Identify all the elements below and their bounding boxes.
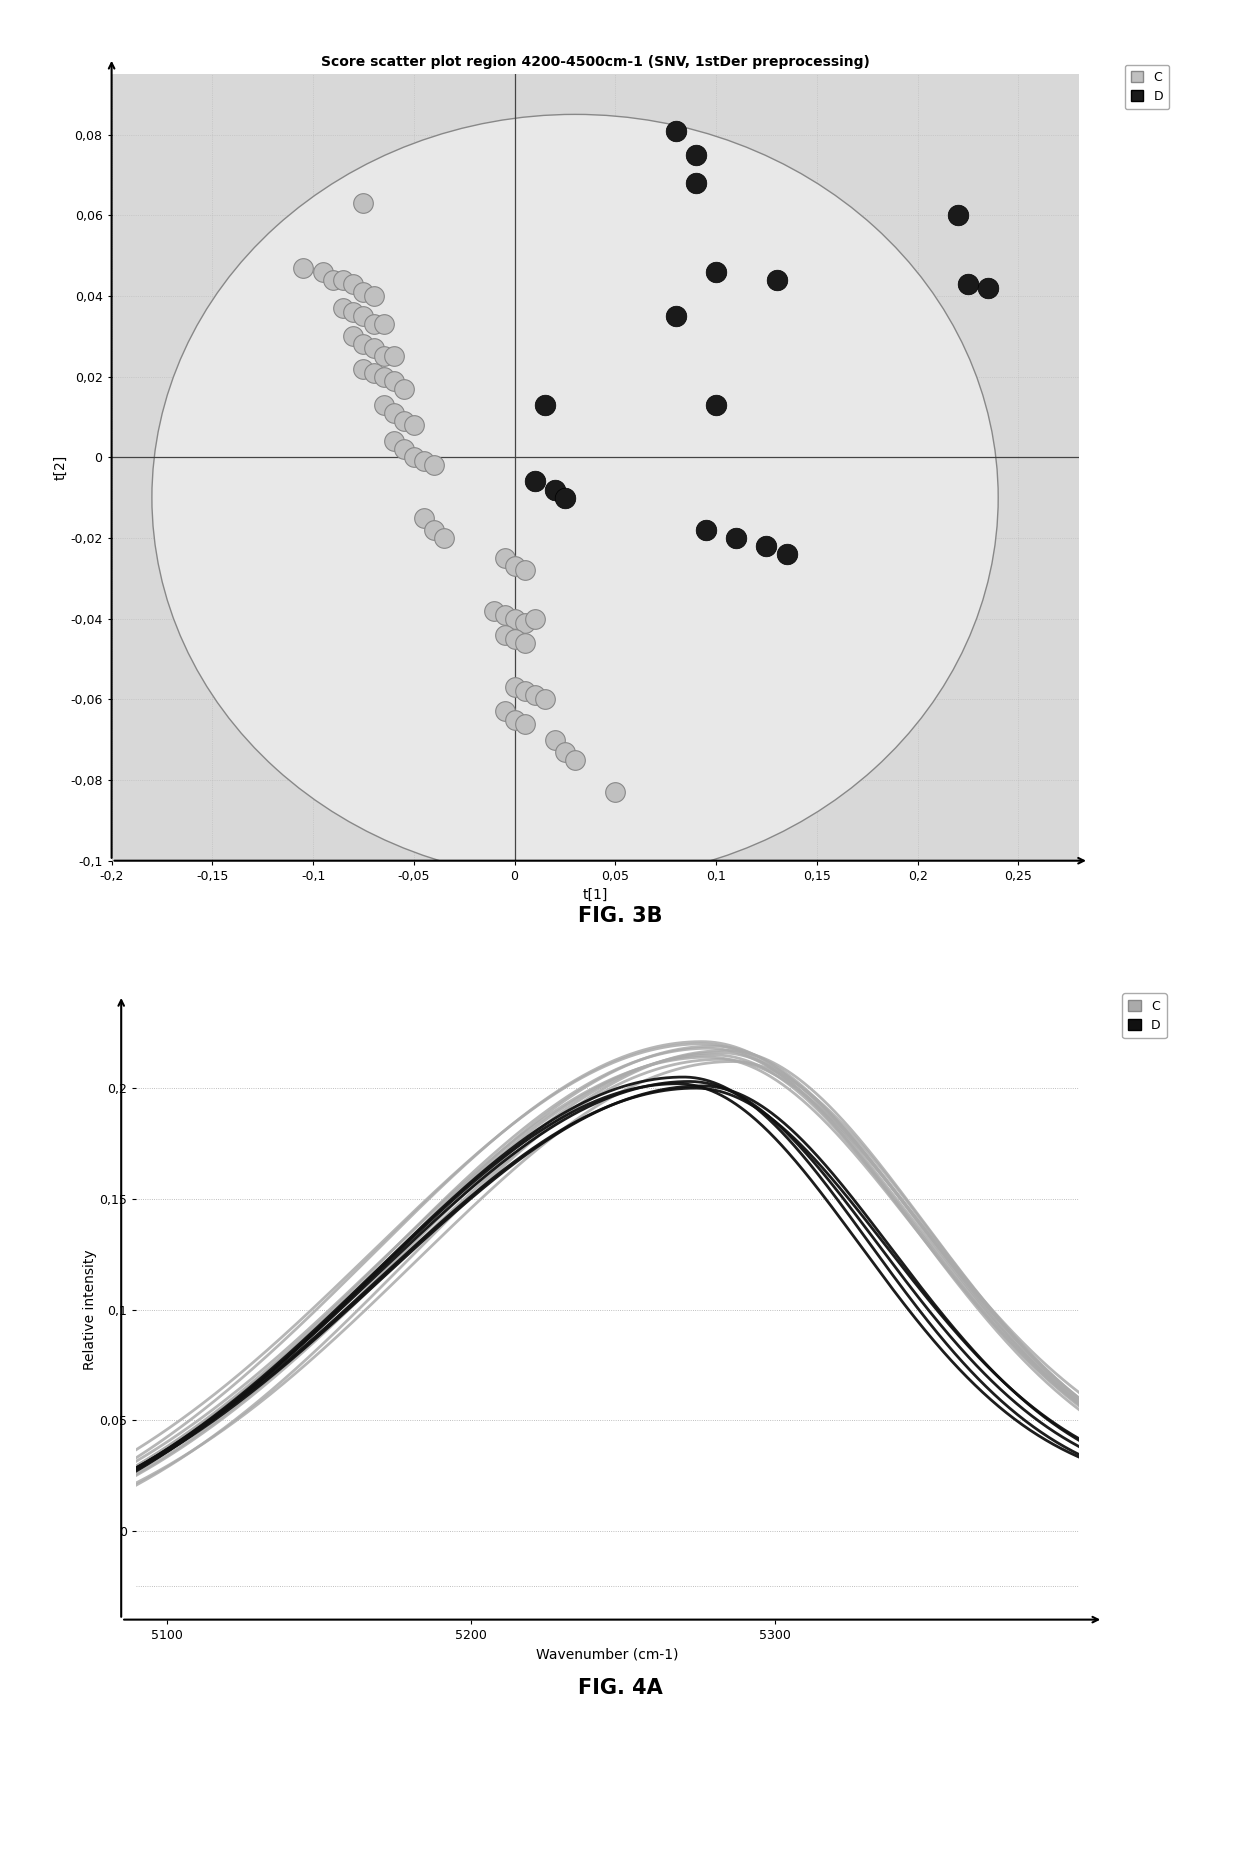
X-axis label: t[1]: t[1]	[583, 888, 608, 901]
Point	[556, 737, 575, 766]
Legend: C, D: C, D	[1122, 994, 1167, 1038]
Point	[353, 354, 373, 383]
Point	[505, 603, 525, 633]
Point	[525, 603, 544, 633]
Y-axis label: t[2]: t[2]	[53, 455, 67, 479]
Point	[544, 726, 564, 755]
Point	[363, 357, 383, 387]
Point	[696, 515, 715, 544]
Text: FIG. 3B: FIG. 3B	[578, 907, 662, 926]
Point	[686, 168, 706, 198]
Point	[404, 442, 424, 472]
Point	[959, 268, 978, 298]
Point	[324, 265, 343, 294]
Point	[515, 627, 534, 657]
Point	[706, 391, 725, 420]
Point	[565, 746, 585, 776]
Point	[605, 777, 625, 807]
Point	[383, 398, 403, 428]
Point	[363, 309, 383, 339]
Point	[686, 141, 706, 170]
Point	[363, 281, 383, 311]
Point	[434, 524, 454, 553]
Point	[505, 552, 525, 581]
Point	[414, 503, 434, 533]
Point	[515, 555, 534, 585]
Point	[485, 596, 505, 626]
Point	[424, 515, 444, 544]
Ellipse shape	[151, 115, 998, 881]
Point	[534, 391, 554, 420]
Point	[353, 278, 373, 307]
Point	[495, 600, 515, 629]
Y-axis label: Relative intensity: Relative intensity	[83, 1249, 97, 1370]
Legend: C, D: C, D	[1125, 65, 1169, 109]
Point	[515, 709, 534, 739]
Point	[383, 366, 403, 396]
Point	[495, 544, 515, 574]
Point	[394, 405, 414, 435]
Point	[505, 624, 525, 653]
Point	[666, 302, 686, 331]
Point	[666, 117, 686, 146]
Point	[556, 483, 575, 513]
Point	[404, 411, 424, 441]
Point	[515, 607, 534, 637]
Point	[947, 200, 967, 230]
Point	[706, 257, 725, 287]
Point	[505, 672, 525, 702]
Point	[343, 298, 363, 328]
Point	[766, 265, 786, 294]
Point	[353, 329, 373, 359]
Point	[727, 524, 746, 553]
Point	[314, 257, 334, 287]
Point	[424, 450, 444, 479]
Point	[373, 309, 393, 339]
Point	[776, 539, 796, 568]
Point	[978, 274, 998, 304]
Point	[334, 292, 353, 322]
Point	[363, 333, 383, 363]
Point	[756, 531, 776, 561]
Point	[373, 391, 393, 420]
Title: Score scatter plot region 4200-4500cm-1 (SNV, 1stDer preprocessing): Score scatter plot region 4200-4500cm-1 …	[321, 56, 869, 68]
Point	[383, 426, 403, 455]
Point	[373, 342, 393, 372]
Point	[394, 435, 414, 465]
Point	[525, 681, 544, 711]
Point	[505, 705, 525, 735]
Point	[534, 685, 554, 714]
Point	[334, 265, 353, 294]
Point	[495, 696, 515, 726]
X-axis label: Wavenumber (cm-1): Wavenumber (cm-1)	[537, 1647, 678, 1660]
Point	[515, 676, 534, 705]
Point	[343, 268, 363, 298]
Text: FIG. 4A: FIG. 4A	[578, 1679, 662, 1697]
Point	[353, 189, 373, 218]
Point	[414, 446, 434, 476]
Point	[525, 466, 544, 496]
Point	[293, 254, 312, 283]
Point	[343, 322, 363, 352]
Point	[383, 342, 403, 372]
Point	[394, 374, 414, 404]
Point	[353, 302, 373, 331]
Point	[495, 620, 515, 650]
Point	[373, 361, 393, 391]
Point	[544, 474, 564, 503]
